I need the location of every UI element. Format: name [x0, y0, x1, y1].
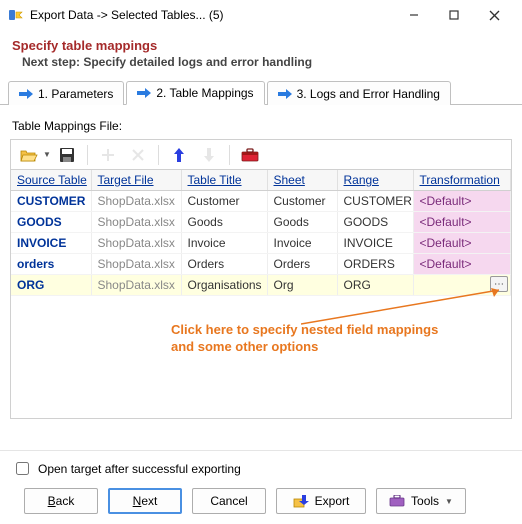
toolbar-separator — [87, 145, 88, 165]
cell-sheet[interactable]: Customer — [267, 191, 337, 212]
grid-toolbar: ▼ — [10, 139, 512, 169]
tab-table-mappings[interactable]: 2. Table Mappings — [126, 81, 264, 105]
arrow-right-icon — [137, 88, 151, 98]
cell-target[interactable]: ShopData.xlsx — [91, 233, 181, 254]
table-row[interactable]: GOODS ShopData.xlsx Goods Goods GOODS <D… — [11, 212, 511, 233]
cell-transformation-editing[interactable]: ⋯ — [413, 275, 511, 296]
footer: Open target after successful exporting B… — [0, 450, 522, 524]
cell-range[interactable]: GOODS — [337, 212, 413, 233]
cell-target[interactable]: ShopData.xlsx — [91, 254, 181, 275]
export-button[interactable]: Export — [276, 488, 366, 514]
cell-target[interactable]: ShopData.xlsx — [91, 191, 181, 212]
arrow-right-icon — [19, 89, 33, 99]
open-target-checkbox[interactable] — [16, 462, 29, 475]
cell-sheet[interactable]: Org — [267, 275, 337, 296]
toolbar-separator — [158, 145, 159, 165]
table-row-selected[interactable]: ORG ShopData.xlsx Organisations Org ORG … — [11, 275, 511, 296]
cancel-button[interactable]: Cancel — [192, 488, 266, 514]
table-row[interactable]: orders ShopData.xlsx Orders Orders ORDER… — [11, 254, 511, 275]
annotation-line2: and some other options — [171, 339, 318, 354]
tab-parameters[interactable]: 1. Parameters — [8, 81, 124, 105]
table-row[interactable]: INVOICE ShopData.xlsx Invoice Invoice IN… — [11, 233, 511, 254]
cell-transformation[interactable]: <Default> — [413, 191, 511, 212]
window-title: Export Data -> Selected Tables... (5) — [30, 8, 394, 22]
cell-range[interactable]: CUSTOMER — [337, 191, 413, 212]
col-transformation[interactable]: Transformation — [413, 170, 511, 191]
btn-label: ext — [141, 494, 157, 508]
checkbox-label: Open target after successful exporting — [38, 462, 241, 476]
cell-title[interactable]: Customer — [181, 191, 267, 212]
section-label: Table Mappings File: — [12, 119, 512, 133]
btn-label: ack — [56, 494, 75, 508]
app-icon — [8, 7, 24, 23]
btn-label: Export — [315, 494, 350, 508]
cell-title[interactable]: Orders — [181, 254, 267, 275]
cell-sheet[interactable]: Orders — [267, 254, 337, 275]
cell-source[interactable]: CUSTOMER — [11, 191, 91, 212]
table-row[interactable]: CUSTOMER ShopData.xlsx Customer Customer… — [11, 191, 511, 212]
wizard-title: Specify table mappings — [12, 38, 510, 53]
open-target-checkbox-row[interactable]: Open target after successful exporting — [12, 459, 510, 478]
minimize-button[interactable] — [394, 1, 434, 29]
move-down-button — [195, 143, 223, 167]
wizard-subtitle: Next step: Specify detailed logs and err… — [22, 55, 510, 69]
annotation-text: Click here to specify nested field mappi… — [171, 322, 501, 356]
delete-button — [124, 143, 152, 167]
titlebar: Export Data -> Selected Tables... (5) — [0, 0, 522, 30]
cell-transformation[interactable]: <Default> — [413, 212, 511, 233]
cell-source[interactable]: ORG — [11, 275, 91, 296]
cell-sheet[interactable]: Invoice — [267, 233, 337, 254]
col-title[interactable]: Table Title — [181, 170, 267, 191]
toolbox-icon — [389, 495, 405, 507]
close-button[interactable] — [474, 1, 514, 29]
cell-transformation[interactable]: <Default> — [413, 254, 511, 275]
cell-transformation[interactable]: <Default> — [413, 233, 511, 254]
open-button[interactable] — [15, 143, 43, 167]
ellipsis-button[interactable]: ⋯ — [490, 276, 508, 292]
toolbar-separator — [229, 145, 230, 165]
cell-title[interactable]: Invoice — [181, 233, 267, 254]
cell-title[interactable]: Goods — [181, 212, 267, 233]
btn-label: Cancel — [210, 494, 247, 508]
cell-title[interactable]: Organisations — [181, 275, 267, 296]
col-range[interactable]: Range — [337, 170, 413, 191]
cell-target[interactable]: ShopData.xlsx — [91, 212, 181, 233]
annotation-line1: Click here to specify nested field mappi… — [171, 322, 438, 337]
tab-label: 1. Parameters — [38, 87, 113, 101]
tab-logs[interactable]: 3. Logs and Error Handling — [267, 81, 451, 105]
move-up-button[interactable] — [165, 143, 193, 167]
button-row: Back Next Cancel Export Tool — [12, 488, 510, 514]
dropdown-arrow-icon: ▼ — [445, 497, 453, 506]
cell-range[interactable]: ORDERS — [337, 254, 413, 275]
maximize-button[interactable] — [434, 1, 474, 29]
tab-label: 3. Logs and Error Handling — [297, 87, 440, 101]
export-icon — [293, 494, 309, 508]
dropdown-arrow-icon[interactable]: ▼ — [43, 150, 51, 159]
col-source[interactable]: Source Table — [11, 170, 91, 191]
cell-target[interactable]: ShopData.xlsx — [91, 275, 181, 296]
back-button[interactable]: Back — [24, 488, 98, 514]
content-area: Table Mappings File: ▼ — [0, 105, 522, 419]
arrow-right-icon — [278, 89, 292, 99]
col-target[interactable]: Target File — [91, 170, 181, 191]
btn-label: Tools — [411, 494, 439, 508]
wizard-header: Specify table mappings Next step: Specif… — [0, 30, 522, 79]
next-button[interactable]: Next — [108, 488, 182, 514]
grid-header-row: Source Table Target File Table Title She… — [11, 170, 511, 191]
cell-sheet[interactable]: Goods — [267, 212, 337, 233]
tools-button[interactable]: Tools ▼ — [376, 488, 466, 514]
save-button[interactable] — [53, 143, 81, 167]
cell-source[interactable]: INVOICE — [11, 233, 91, 254]
cell-source[interactable]: GOODS — [11, 212, 91, 233]
col-sheet[interactable]: Sheet — [267, 170, 337, 191]
tab-label: 2. Table Mappings — [156, 86, 253, 100]
add-button — [94, 143, 122, 167]
cell-source[interactable]: orders — [11, 254, 91, 275]
cell-range[interactable]: ORG — [337, 275, 413, 296]
tab-strip: 1. Parameters 2. Table Mappings 3. Logs … — [0, 79, 522, 105]
cell-range[interactable]: INVOICE — [337, 233, 413, 254]
toolbox-button[interactable] — [236, 143, 264, 167]
mappings-grid[interactable]: Source Table Target File Table Title She… — [10, 169, 512, 419]
